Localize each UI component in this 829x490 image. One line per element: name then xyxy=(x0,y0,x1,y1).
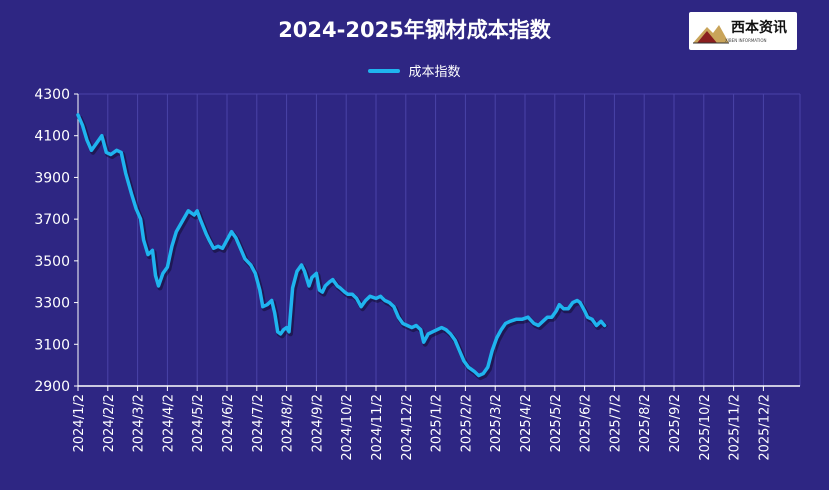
x-tick-label: 2024/8/2 xyxy=(281,394,296,452)
x-tick-label: 2024/12/2 xyxy=(400,394,415,461)
x-tick-label: 2025/1/2 xyxy=(430,394,445,452)
x-tick-label: 2024/6/2 xyxy=(221,394,236,452)
x-tick-label: 2024/10/2 xyxy=(340,394,355,461)
x-tick-label: 2024/4/2 xyxy=(161,394,176,452)
legend-swatch xyxy=(368,68,401,73)
logo-text: 西本资讯 xyxy=(731,20,787,36)
y-tick-label: 3100 xyxy=(34,337,70,353)
legend-label: 成本指数 xyxy=(408,65,461,80)
x-tick-label: 2024/1/2 xyxy=(72,394,87,452)
x-tick-label: 2025/4/2 xyxy=(519,394,534,452)
x-tick-label: 2025/5/2 xyxy=(549,394,564,452)
x-tick-label: 2024/11/2 xyxy=(370,394,385,461)
y-tick-label: 3300 xyxy=(34,296,70,312)
logo-mountain-icon xyxy=(693,25,729,44)
y-tick-label: 2900 xyxy=(34,379,70,395)
x-tick-label: 2024/7/2 xyxy=(251,394,266,452)
y-tick-label: 4300 xyxy=(34,87,70,103)
series-line xyxy=(76,113,607,378)
x-tick-label: 2024/9/2 xyxy=(310,394,325,452)
x-tick-label: 2025/7/2 xyxy=(608,394,623,452)
x-tick-label: 2025/3/2 xyxy=(489,394,504,452)
x-tick-label: 2024/5/2 xyxy=(191,394,206,452)
x-tick-label: 2025/2/2 xyxy=(459,394,474,452)
x-tick-label: 2025/6/2 xyxy=(579,394,594,452)
y-tick-label: 3900 xyxy=(34,170,70,186)
x-tick-label: 2025/10/2 xyxy=(698,394,713,461)
x-tick-label: 2025/12/2 xyxy=(757,394,772,461)
legend: 成本指数 xyxy=(0,61,829,80)
x-tick-label: 2024/3/2 xyxy=(132,394,147,452)
brand-logo: 西本资讯 XIBEN INFORMATION xyxy=(689,12,797,50)
x-tick-label: 2025/11/2 xyxy=(728,394,743,461)
logo-subtitle: XIBEN INFORMATION xyxy=(725,38,767,43)
y-tick-label: 3500 xyxy=(34,254,70,270)
x-tick-label: 2024/2/2 xyxy=(102,394,117,452)
x-tick-label: 2025/8/2 xyxy=(638,394,653,452)
y-tick-label: 4100 xyxy=(34,129,70,145)
chart-title: 2024-2025年钢材成本指数 xyxy=(278,18,551,42)
x-tick-label: 2025/9/2 xyxy=(668,394,683,452)
y-tick-label: 3700 xyxy=(34,212,70,228)
series-line-shadow xyxy=(77,115,608,381)
